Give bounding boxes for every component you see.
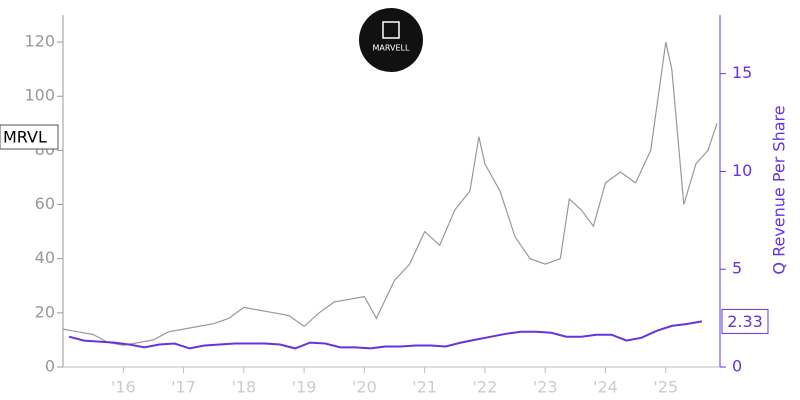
y2-tick-label: 0 [732, 357, 742, 376]
x-tick-label: '20 [352, 378, 377, 397]
x-tick-label: '19 [292, 378, 317, 397]
y2-tick-label: 5 [732, 259, 742, 278]
logo [359, 8, 423, 72]
y-tick-label: 120 [24, 32, 55, 51]
y-tick-label: 0 [45, 357, 55, 376]
x-tick-label: '24 [593, 378, 618, 397]
last-value-label: 2.33 [727, 312, 763, 331]
y-tick-label: 100 [24, 86, 55, 105]
series-line [62, 41, 718, 346]
x-tick-label: '22 [473, 378, 498, 397]
x-tick-label: '18 [231, 378, 256, 397]
logo-icon [382, 21, 400, 39]
x-tick-label: '23 [533, 378, 558, 397]
x-tick-label: '17 [171, 378, 196, 397]
x-tick-label: '16 [111, 378, 136, 397]
y2-tick-label: 15 [732, 63, 752, 82]
x-tick-label: '25 [653, 378, 678, 397]
series-label: MRVL [3, 128, 47, 147]
y-tick-label: 20 [35, 302, 55, 321]
series-label-box [0, 124, 59, 150]
last-value-box [721, 308, 769, 334]
x-tick-label: '21 [412, 378, 437, 397]
y2-axis-label: Q Revenue Per Share [770, 105, 789, 274]
y-tick-label: 60 [35, 194, 55, 213]
logo-text: MARVELL [373, 44, 410, 53]
series-line [68, 320, 703, 350]
y2-tick-label: 10 [732, 161, 752, 180]
y-tick-label: 40 [35, 248, 55, 267]
